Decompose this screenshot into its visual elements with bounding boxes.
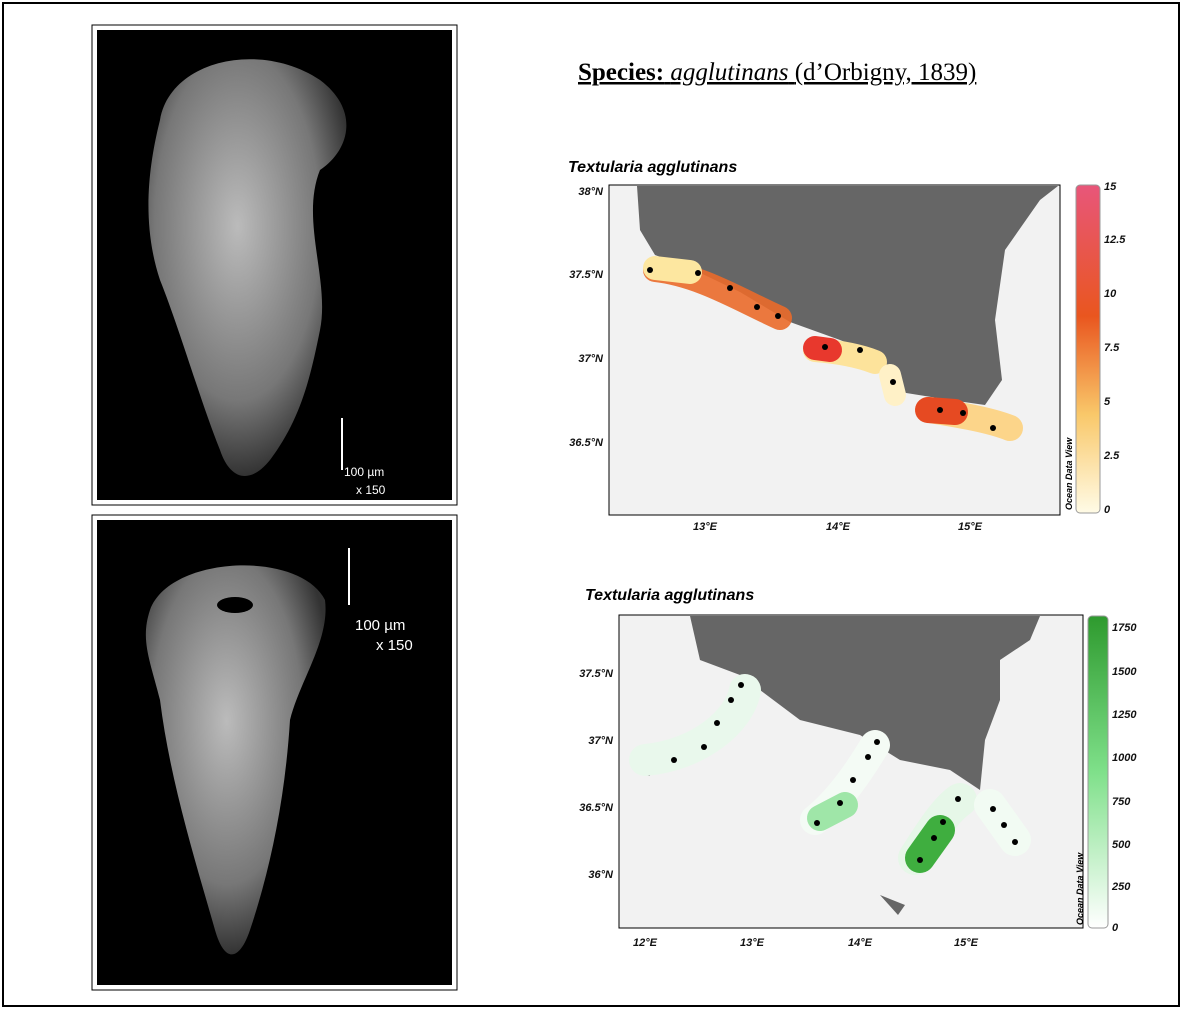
plume [920,830,940,858]
station [837,800,843,806]
lon-label: 12°E [633,937,658,949]
colorbar-label: 500 [1112,839,1131,851]
colorbar [1088,616,1108,928]
station [814,820,820,826]
page: 100 µm x 150 100 µm x 150 Species: agglu… [0,0,1184,1010]
lat-label: 36°N [588,869,614,881]
scale-label: 100 µm [355,617,405,634]
lat-label: 37°N [578,353,604,365]
station [695,270,701,276]
colorbar-label: 1500 [1112,666,1137,678]
lat-label: 37.5°N [569,269,604,281]
lon-label: 15°E [954,937,979,949]
heading-label: Species: [578,59,664,86]
lon-label: 15°E [958,521,983,533]
lat-label: 36.5°N [569,437,604,449]
map-title: Textularia agglutinans [585,587,754,604]
colorbar-label: 10 [1104,288,1117,300]
colorbar-label: 5 [1104,396,1111,408]
colorbar-label: 1000 [1112,752,1137,764]
authority: (d’Orbigny, 1839) [795,59,977,86]
station [940,819,946,825]
station [990,425,996,431]
station [865,754,871,760]
colorbar-label: 2.5 [1103,450,1120,462]
station [960,410,966,416]
station [874,739,880,745]
station [727,285,733,291]
colorbar-label: 15 [1104,181,1117,193]
station [714,720,720,726]
lon-label: 13°E [693,521,718,533]
colorbar-label: 1250 [1112,709,1137,721]
colorbar-label: 0 [1112,922,1119,934]
station [1001,822,1007,828]
station [937,407,943,413]
figure: 100 µm x 150 100 µm x 150 Species: agglu… [0,0,1184,1010]
station [754,304,760,310]
colorbar [1076,185,1100,513]
magnification: x 150 [356,483,386,497]
credit: Ocean Data View [1064,437,1074,510]
colorbar-label: 12.5 [1104,234,1126,246]
station [990,806,996,812]
station [647,267,653,273]
station [671,757,677,763]
station [738,682,744,688]
lon-label: 13°E [740,937,765,949]
colorbar-label: 7.5 [1104,342,1120,354]
station [775,313,781,319]
plume [820,805,845,818]
lon-label: 14°E [848,937,873,949]
station [850,777,856,783]
colorbar-label: 750 [1112,796,1131,808]
station [701,744,707,750]
lat-label: 36.5°N [579,802,614,814]
colorbar-label: 1750 [1112,622,1137,634]
lon-label: 14°E [826,521,851,533]
plume [655,268,690,272]
station [822,344,828,350]
colorbar-label: 250 [1111,881,1131,893]
station [955,796,961,802]
scale-label: 100 µm [344,465,384,479]
magnification: x 150 [376,637,413,654]
lat-label: 37°N [588,735,614,747]
lat-label: 38°N [578,186,604,198]
colorbar-label: 0 [1104,504,1111,516]
station [1012,839,1018,845]
species-heading: Species: agglutinans (d’Orbigny, 1839) [578,59,976,86]
lat-label: 37.5°N [579,668,614,680]
map-title: Textularia agglutinans [568,159,737,176]
aperture [217,597,253,613]
species-name: agglutinans [670,59,788,86]
credit: Ocean Data View [1075,852,1085,925]
station [728,697,734,703]
plume [890,375,895,395]
station [857,347,863,353]
station [890,379,896,385]
station [931,835,937,841]
station [917,857,923,863]
